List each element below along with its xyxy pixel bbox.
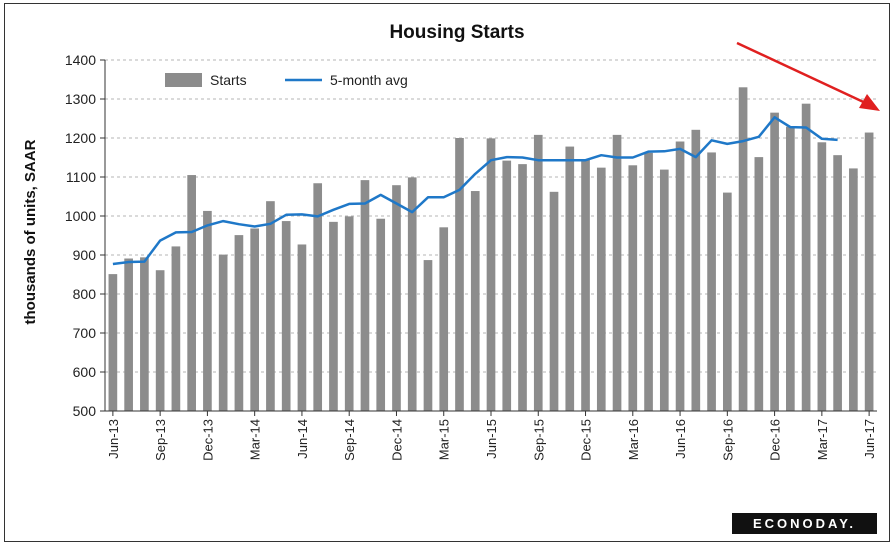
x-tick-label: Sep-16 — [720, 419, 735, 461]
starts-bar — [171, 246, 181, 411]
y-tick-label: 500 — [73, 403, 97, 419]
starts-bar — [344, 216, 354, 411]
x-tick-label: Jun-17 — [862, 419, 877, 459]
x-tick-label: Mar-17 — [815, 419, 830, 460]
y-tick-label: 700 — [73, 325, 97, 341]
y-tick-label: 1100 — [66, 169, 96, 185]
starts-bar — [407, 177, 417, 411]
x-tick-label: Mar-15 — [437, 419, 452, 460]
legend-avg-label: 5-month avg — [330, 72, 408, 88]
starts-bar — [659, 169, 669, 411]
y-tick-label: 1000 — [65, 208, 96, 224]
starts-bar — [313, 183, 323, 411]
starts-bar — [565, 146, 575, 411]
y-tick-labels: 500 600 700 800 900 1000 1100 1200 1300 1400 — [65, 52, 96, 419]
starts-bar — [833, 155, 842, 411]
starts-bar — [691, 129, 701, 411]
starts-bar — [203, 210, 212, 411]
starts-bar — [439, 227, 449, 411]
starts-bar — [250, 228, 260, 411]
x-tick-label: Jun-15 — [484, 419, 499, 459]
starts-bar — [786, 126, 795, 411]
starts-bar — [581, 159, 590, 411]
starts-bar — [864, 132, 874, 412]
starts-bar — [675, 141, 685, 411]
y-tick-label: 600 — [73, 364, 97, 380]
x-tick-label: Dec-14 — [389, 419, 404, 461]
arrow-shaft — [736, 41, 873, 108]
starts-bar — [770, 112, 779, 412]
starts-bar — [329, 221, 338, 411]
y-tick-label: 1400 — [65, 52, 96, 68]
starts-bar — [392, 185, 401, 411]
starts-bar — [596, 167, 606, 411]
starts-bar — [423, 260, 433, 411]
starts-bar — [376, 218, 386, 411]
x-tick-label: Mar-16 — [626, 419, 641, 460]
y-axis-label: thousands of units, SAAR — [22, 139, 39, 324]
x-tick-label: Jun-14 — [295, 419, 310, 459]
starts-bar — [218, 254, 228, 411]
legend-starts-swatch — [165, 73, 202, 87]
logo-text: ECONODAY. — [752, 516, 857, 531]
avg-line — [112, 116, 838, 266]
legend-starts-label: Starts — [210, 72, 247, 88]
x-tick-label: Sep-15 — [531, 419, 546, 461]
starts-bar — [297, 244, 307, 411]
starts-bar — [360, 180, 370, 411]
x-tick-label: Sep-13 — [153, 419, 168, 461]
starts-bar — [801, 103, 811, 412]
chart-title: Housing Starts — [389, 22, 524, 43]
starts-bars — [108, 87, 874, 412]
starts-bar — [155, 270, 165, 411]
trend-arrow-annotation — [736, 41, 880, 111]
starts-bar — [817, 142, 827, 412]
x-tick-label: Mar-14 — [248, 419, 263, 460]
x-tick-label: Dec-13 — [200, 419, 215, 461]
econoday-logo: ECONODAY. — [732, 513, 877, 534]
starts-bar — [533, 134, 543, 411]
starts-bar — [754, 157, 764, 411]
starts-bar — [124, 258, 133, 411]
starts-bar — [502, 160, 512, 411]
x-tick-label: Sep-14 — [342, 419, 357, 461]
y-tick-label: 900 — [73, 247, 97, 263]
starts-bar — [849, 168, 858, 411]
starts-bar — [549, 191, 559, 411]
starts-bar — [140, 257, 149, 411]
starts-bar — [234, 235, 244, 411]
arrow-head — [859, 94, 880, 111]
starts-bar — [470, 191, 480, 411]
starts-bar — [187, 175, 196, 411]
y-tick-label: 800 — [73, 286, 97, 302]
starts-bar — [628, 165, 638, 411]
starts-bar — [644, 152, 653, 411]
starts-bar — [266, 201, 275, 411]
x-tick-label: Jun-16 — [673, 419, 688, 459]
starts-bar — [455, 138, 464, 411]
legend: Starts 5-month avg — [165, 72, 408, 88]
x-tick-label: Dec-15 — [579, 419, 594, 461]
starts-bar — [722, 192, 732, 411]
starts-bar — [707, 152, 716, 411]
x-tick-labels: Jun-13 Sep-13 Dec-13 Mar-14 Jun-14 Sep-14 Dec-… — [106, 411, 877, 461]
x-tick-label: Jun-13 — [106, 419, 121, 459]
y-tick-label: 1200 — [65, 130, 96, 146]
starts-bar — [486, 138, 496, 411]
x-tick-label: Dec-16 — [768, 419, 783, 461]
starts-bar — [612, 134, 622, 411]
y-tick-label: 1300 — [65, 91, 96, 107]
starts-bar — [518, 164, 527, 411]
starts-bar — [281, 221, 291, 411]
avg-line-series — [112, 116, 838, 266]
starts-bar — [108, 274, 118, 411]
starts-bar — [738, 87, 748, 412]
